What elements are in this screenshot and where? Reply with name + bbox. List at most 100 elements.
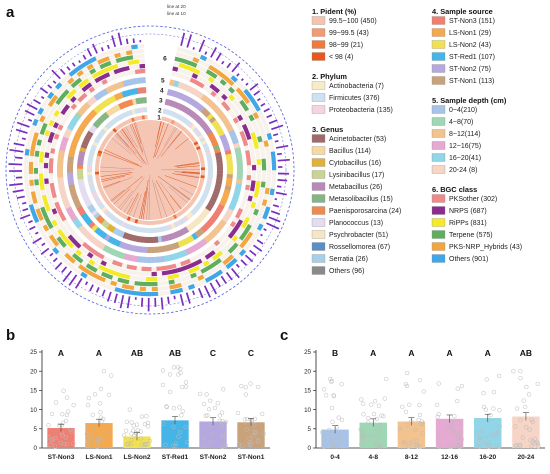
data-point (219, 410, 225, 415)
ring-bgc-class-segment (151, 286, 158, 292)
ring-bgc-class-segment (31, 137, 38, 145)
ring-bgc-class-segment (252, 112, 260, 120)
data-point (458, 422, 464, 427)
ring-bgc-class-segment (266, 132, 273, 141)
ring-sample-source-segment (83, 215, 91, 223)
ring-bgc-class-segment (49, 182, 55, 189)
ring-bgc-class-segment (247, 195, 253, 202)
bar (359, 422, 387, 448)
ring-sample-depth-segment (204, 97, 212, 105)
ring-sample-source-segment (146, 246, 152, 253)
ring-bgc-class-segment (66, 99, 74, 107)
legend-swatch (311, 194, 326, 203)
ring-sample-depth-segment (168, 79, 175, 87)
ring-sample-source-segment (111, 238, 118, 246)
ring-sample-depth-segment (57, 154, 65, 160)
tree-branch (163, 179, 191, 200)
data-point (496, 373, 502, 379)
ring-bgc-class-segment (73, 99, 81, 107)
outer-bar (276, 152, 283, 156)
ring-bgc-class-segment (246, 231, 254, 239)
data-point (179, 413, 184, 418)
data-point (101, 369, 107, 374)
ring-bgc-class-segment (175, 51, 183, 58)
data-point (239, 383, 244, 389)
data-point (521, 398, 526, 403)
data-point (481, 440, 487, 446)
ring-sample-source-segment (126, 243, 133, 251)
ring-sample-source-segment (69, 187, 77, 194)
data-point (449, 444, 454, 449)
outer-bar (270, 210, 281, 215)
ring-genus-segment (182, 226, 190, 234)
ring-pident-segment (193, 141, 199, 146)
ring-bgc-class-segment (236, 219, 244, 226)
data-point (366, 415, 371, 421)
ring-bgc-class-segment (55, 82, 63, 90)
ring-bgc-class-segment (271, 163, 277, 171)
data-point (124, 419, 129, 424)
data-point (131, 423, 136, 428)
ring-genus-segment (105, 109, 113, 117)
ring-phylum-segment (192, 207, 199, 214)
ring-bgc-class-segment (266, 164, 272, 171)
ring-bgc-class-segment (203, 73, 211, 81)
ring-phylum-segment (140, 107, 145, 113)
ring-bgc-class-segment (239, 214, 246, 222)
ring-sample-source-segment (226, 174, 233, 179)
ring-bgc-class-segment (59, 248, 68, 256)
ring-pident-segment (163, 218, 168, 224)
ring-genus-segment (185, 224, 193, 232)
ring-genus-segment (201, 123, 209, 130)
legend-item-label: Others (901) (449, 256, 488, 263)
ring-bgc-class-segment (39, 178, 44, 185)
ring-bgc-class-segment (78, 62, 87, 70)
panel-letter-c: c (280, 327, 288, 344)
ring-sample-source-segment (68, 183, 76, 190)
ring-bgc-class-segment (27, 197, 33, 206)
data-point (333, 443, 339, 449)
ring-genus-segment (154, 236, 159, 243)
tree-branch (141, 179, 149, 220)
ring-sample-source-segment (67, 176, 74, 181)
data-point (323, 441, 329, 446)
ring-bgc-class-segment (111, 63, 119, 70)
ring-bgc-class-segment (171, 71, 178, 77)
ring-bgc-class-segment (235, 238, 243, 246)
outer-bar (132, 38, 135, 44)
ring-bgc-class-segment (186, 263, 193, 270)
ring-bgc-class-segment (250, 149, 256, 156)
ring-bgc-class-segment (67, 107, 75, 114)
ring-sample-source-segment (85, 218, 93, 226)
y-tick-label: 10 (30, 407, 37, 414)
ring-sample-source-segment (211, 213, 219, 221)
data-point (180, 409, 185, 414)
outer-bar (260, 233, 263, 237)
x-tick-label: ST-Non3 (48, 454, 75, 461)
ring-sample-source-segment (213, 123, 221, 130)
ring-bgc-class-segment (262, 121, 269, 129)
ring-sample-depth-segment (131, 78, 138, 85)
ring-phylum-segment (200, 139, 207, 145)
data-point (251, 433, 256, 438)
data-point (406, 440, 412, 446)
ring-sample-source-segment (113, 93, 121, 101)
outer-bar (40, 95, 45, 100)
ring-bgc-class-segment (102, 282, 110, 290)
data-point (205, 413, 210, 418)
ring-sample-depth-segment (236, 156, 243, 162)
ring-bgc-class-segment (223, 82, 232, 90)
ring-bgc-class-segment (157, 286, 164, 291)
ring-bgc-class-segment (49, 152, 55, 159)
data-point (457, 444, 462, 449)
ring-bgc-class-segment (56, 251, 64, 260)
ring-bgc-class-segment (77, 263, 86, 271)
ring-bgc-class-segment (243, 96, 251, 105)
ring-bgc-class-segment (60, 255, 69, 264)
y-tick-label: 20 (304, 368, 311, 375)
ring-bgc-class-segment (110, 74, 117, 81)
ring-bgc-class-segment (44, 204, 51, 212)
outer-bar (47, 84, 53, 89)
ring-bgc-class-segment (211, 254, 219, 261)
legend-title: 1. Pident (%) (312, 7, 357, 16)
